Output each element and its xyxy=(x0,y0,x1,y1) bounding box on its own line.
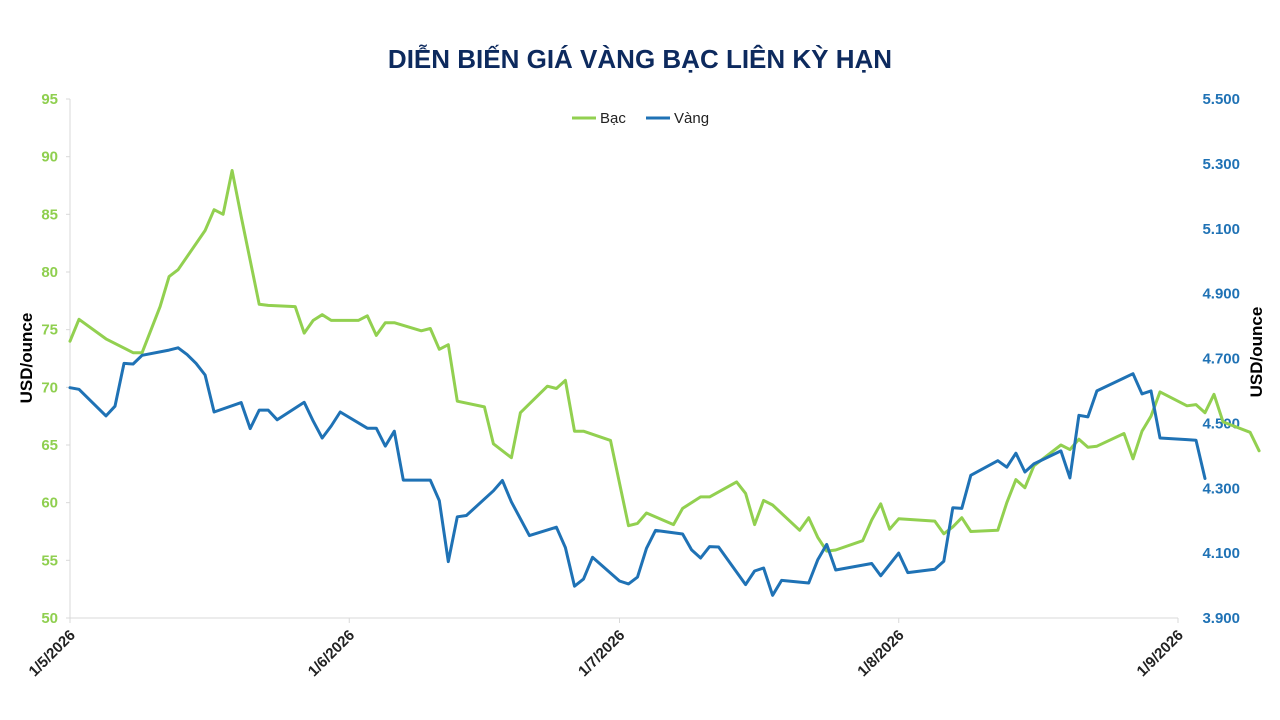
chart-title: DIỄN BIẾN GIÁ VÀNG BẠC LIÊN KỲ HẠN xyxy=(388,44,892,74)
series-line-silver xyxy=(68,169,1261,553)
x-axis-ticks: 1/5/2026 1/6/2026 1/7/2026 1/8/2026 1/9/2026 xyxy=(26,618,1187,680)
x-tick-label: 1/5/2026 xyxy=(26,627,79,680)
left-tick-label: 70 xyxy=(41,379,58,396)
left-tick-label: 55 xyxy=(41,552,58,569)
legend: Bạc Vàng xyxy=(572,110,709,127)
right-tick-label: 4.900 xyxy=(1202,286,1240,303)
right-tick-label: 5.300 xyxy=(1202,156,1240,173)
right-tick-label: 5.100 xyxy=(1202,221,1240,238)
left-tick-label: 65 xyxy=(41,437,58,454)
right-tick-label: 4.100 xyxy=(1202,545,1240,562)
x-tick-label: 1/8/2026 xyxy=(854,627,907,680)
left-tick-label: 75 xyxy=(41,322,58,339)
legend-label-silver: Bạc xyxy=(600,110,626,127)
right-tick-label: 5.500 xyxy=(1202,91,1240,108)
series-line-gold xyxy=(68,346,1207,597)
right-tick-label: 4.300 xyxy=(1202,480,1240,497)
x-tick-label: 1/9/2026 xyxy=(1134,627,1187,680)
right-tick-label: 4.500 xyxy=(1202,415,1240,432)
left-tick-label: 90 xyxy=(41,149,58,166)
left-tick-label: 50 xyxy=(41,610,58,627)
right-tick-label: 3.900 xyxy=(1202,610,1240,627)
right-tick-label: 4.700 xyxy=(1202,351,1240,368)
left-tick-label: 60 xyxy=(41,495,58,512)
series-group xyxy=(68,169,1261,597)
left-axis-ticks: 50 55 60 65 70 75 80 85 90 95 xyxy=(41,91,70,627)
right-axis-ticks: 3.900 4.100 4.300 4.500 4.700 4.900 5.100 5.300… xyxy=(1202,91,1240,627)
left-tick-label: 85 xyxy=(41,206,58,223)
left-tick-label: 95 xyxy=(41,91,58,108)
x-tick-label: 1/6/2026 xyxy=(305,627,358,680)
right-axis-label: USD/ounce xyxy=(1247,307,1266,398)
legend-label-gold: Vàng xyxy=(674,110,709,127)
left-tick-label: 80 xyxy=(41,264,58,281)
x-tick-label: 1/7/2026 xyxy=(575,627,628,680)
left-axis-label: USD/ounce xyxy=(17,313,36,404)
